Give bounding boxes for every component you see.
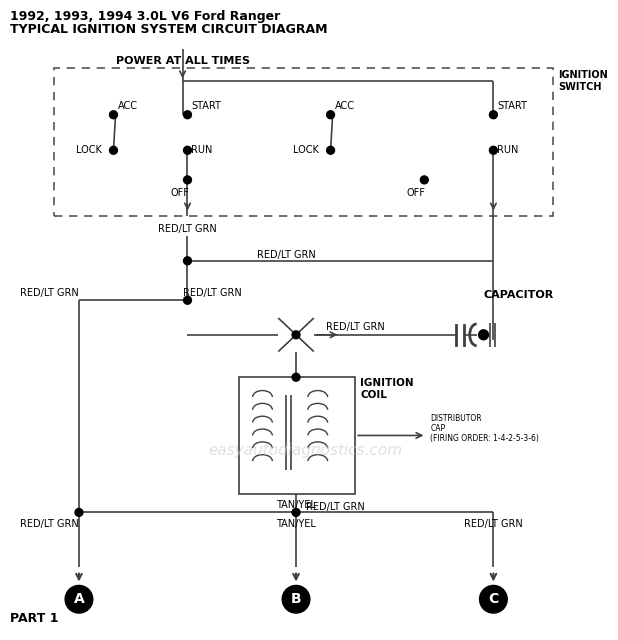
Circle shape	[292, 508, 300, 516]
Bar	[54, 68, 552, 216]
Circle shape	[420, 176, 428, 184]
Text: OFF: OFF	[407, 188, 426, 198]
Circle shape	[327, 111, 334, 118]
Circle shape	[109, 111, 117, 118]
Text: PART 1: PART 1	[10, 611, 58, 625]
Circle shape	[282, 586, 310, 613]
Circle shape	[489, 147, 497, 154]
Text: OFF: OFF	[170, 188, 189, 198]
Bar	[239, 377, 355, 493]
Text: RED/LT GRN: RED/LT GRN	[256, 250, 315, 260]
Circle shape	[184, 296, 192, 304]
Circle shape	[109, 147, 117, 154]
Text: RUN: RUN	[192, 145, 213, 156]
Circle shape	[184, 111, 192, 118]
Circle shape	[292, 331, 300, 339]
Text: RED/LT GRN: RED/LT GRN	[20, 289, 78, 298]
Text: 1992, 1993, 1994 3.0L V6 Ford Ranger: 1992, 1993, 1994 3.0L V6 Ford Ranger	[10, 10, 280, 22]
Text: RED/LT GRN: RED/LT GRN	[183, 289, 242, 298]
Text: C: C	[488, 592, 499, 606]
Circle shape	[292, 373, 300, 381]
Text: RED/LT GRN: RED/LT GRN	[326, 322, 384, 332]
Circle shape	[478, 330, 488, 340]
Text: IGNITION
SWITCH: IGNITION SWITCH	[559, 70, 608, 92]
Text: RED/LT GRN: RED/LT GRN	[158, 224, 217, 234]
Text: easyautodiagnostics.com: easyautodiagnostics.com	[208, 443, 402, 458]
Circle shape	[184, 257, 192, 265]
Circle shape	[65, 586, 93, 613]
Circle shape	[75, 508, 83, 516]
Text: TAN/YEL: TAN/YEL	[276, 500, 316, 509]
Circle shape	[327, 147, 334, 154]
Text: RED/LT GRN: RED/LT GRN	[306, 502, 365, 511]
Text: CAPACITOR: CAPACITOR	[483, 291, 554, 300]
Text: B: B	[290, 592, 302, 606]
Text: POWER AT ALL TIMES: POWER AT ALL TIMES	[116, 56, 250, 67]
Text: LOCK: LOCK	[76, 145, 102, 156]
Text: IGNITION
COIL: IGNITION COIL	[360, 378, 414, 400]
Text: ACC: ACC	[334, 101, 355, 111]
Text: ACC: ACC	[117, 101, 137, 111]
Text: TYPICAL IGNITION SYSTEM CIRCUIT DIAGRAM: TYPICAL IGNITION SYSTEM CIRCUIT DIAGRAM	[10, 24, 328, 36]
Circle shape	[184, 147, 192, 154]
Text: RED/LT GRN: RED/LT GRN	[464, 519, 523, 529]
Text: START: START	[192, 101, 221, 111]
Text: LOCK: LOCK	[293, 145, 319, 156]
Text: START: START	[497, 101, 527, 111]
Text: RED/LT GRN: RED/LT GRN	[20, 519, 78, 529]
Text: TAN/YEL: TAN/YEL	[276, 519, 316, 529]
Circle shape	[480, 586, 507, 613]
Text: DISTRIBUTOR
CAP
(FIRING ORDER: 1-4-2-5-3-6): DISTRIBUTOR CAP (FIRING ORDER: 1-4-2-5-3…	[430, 413, 539, 444]
Circle shape	[489, 111, 497, 118]
Text: RUN: RUN	[497, 145, 519, 156]
Circle shape	[184, 176, 192, 184]
Text: A: A	[74, 592, 84, 606]
